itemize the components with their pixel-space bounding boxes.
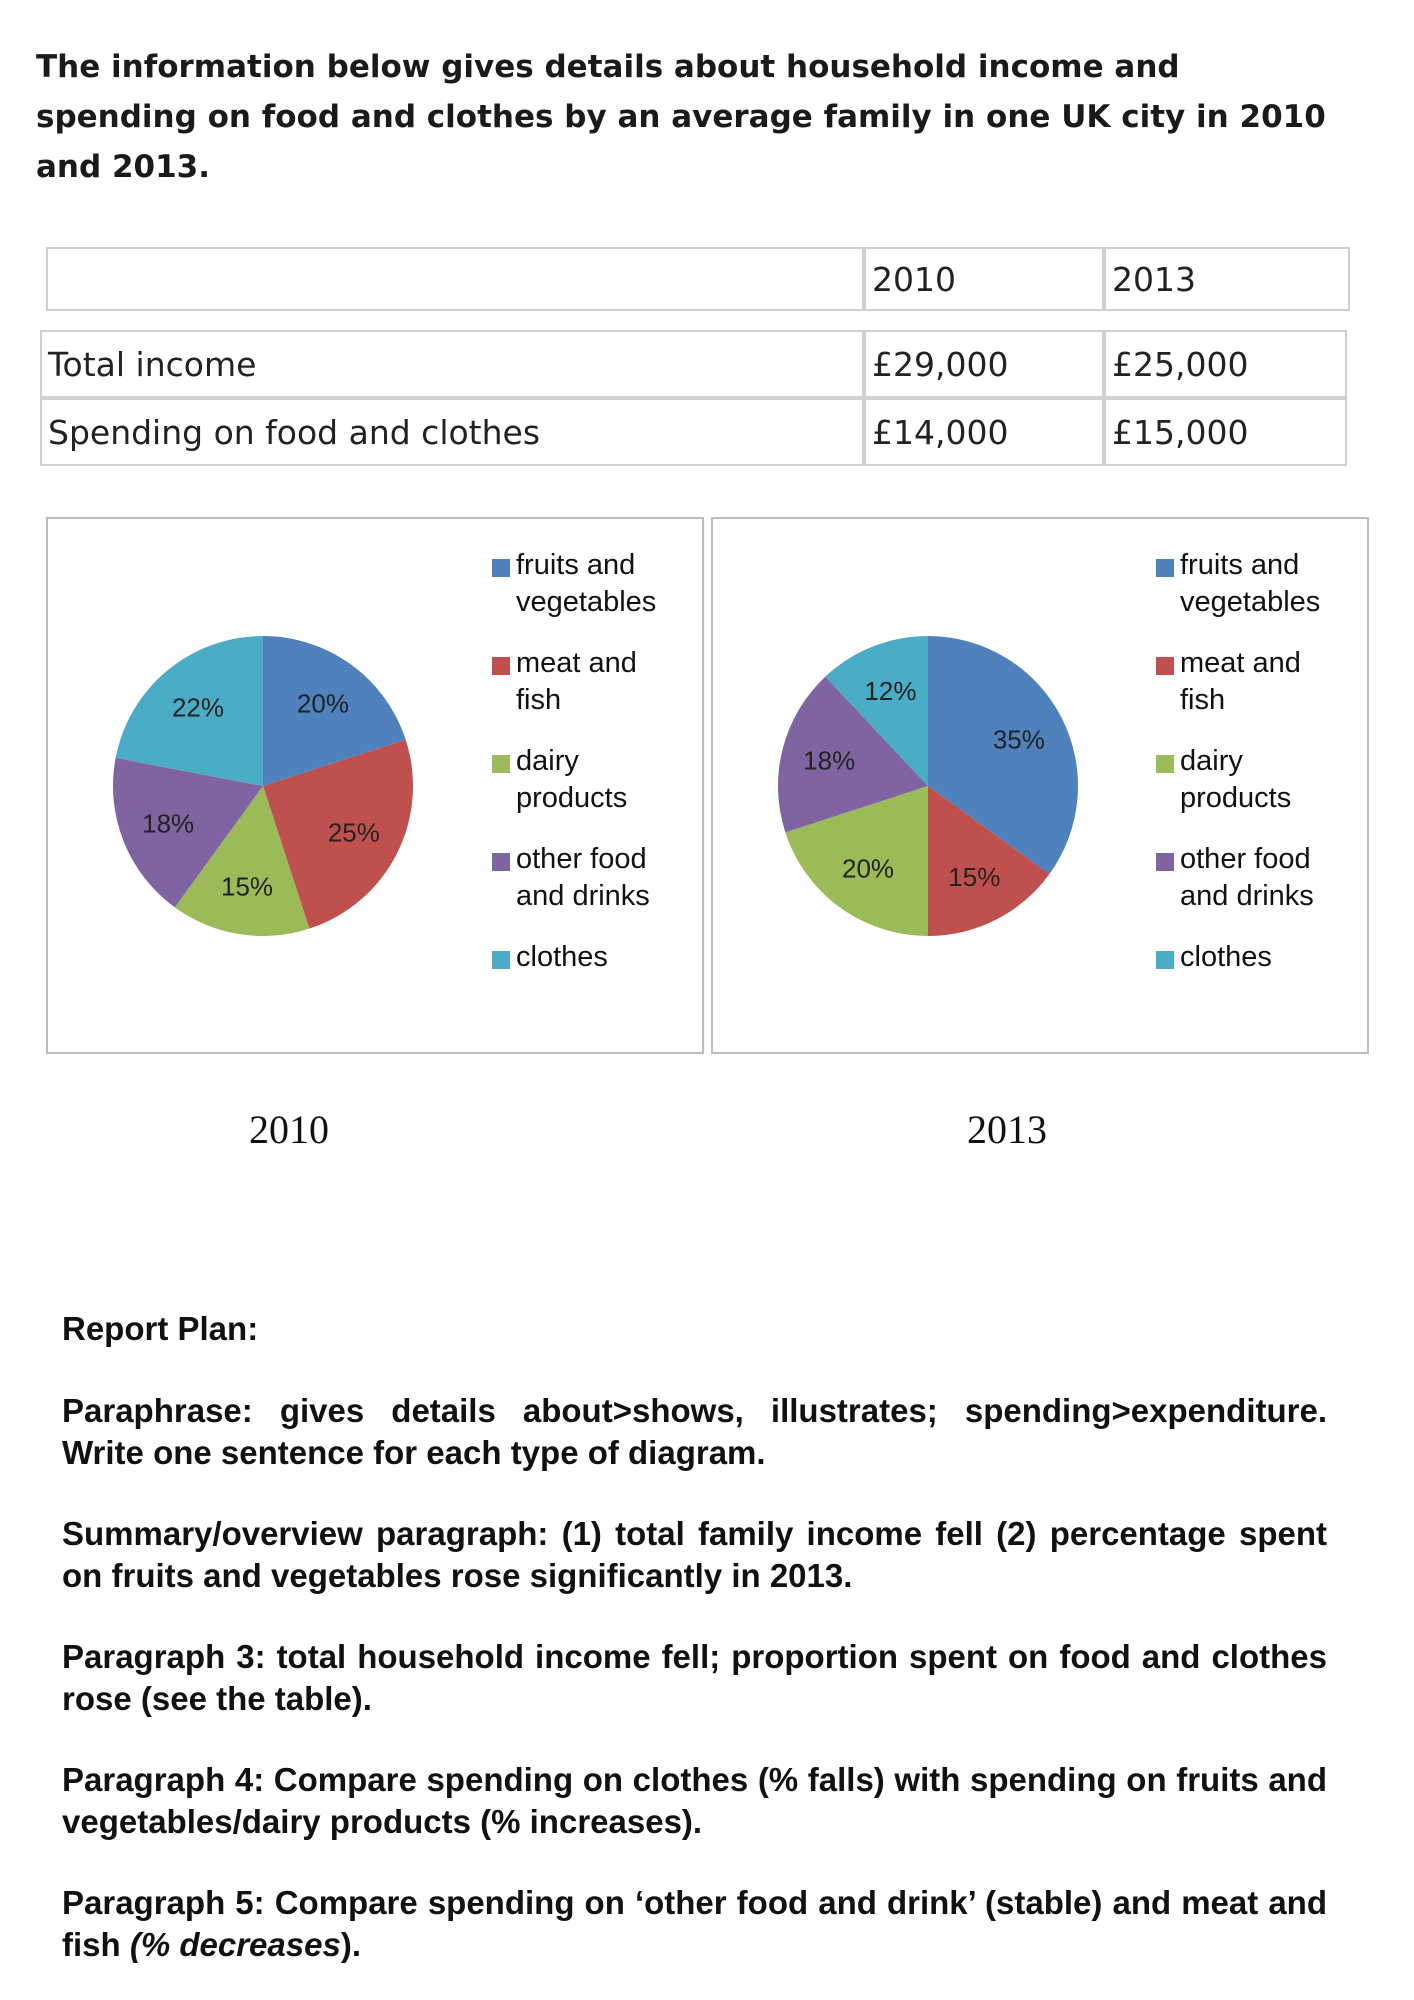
- legend-swatch-icon: [1156, 853, 1174, 871]
- data-label: 25%: [328, 817, 380, 847]
- chart-title-2013: 2013: [967, 1107, 1047, 1152]
- legend-label: meat and fish: [516, 647, 637, 716]
- legend-swatch-icon: [492, 853, 510, 871]
- pie-slice-clothes: [825, 636, 928, 786]
- data-label: 20%: [842, 854, 894, 884]
- chart-title-2010: 2010: [249, 1107, 329, 1152]
- legend-label: other food and drinks: [516, 843, 650, 912]
- legend-swatch-icon: [492, 951, 510, 969]
- legend-item: meat and fish: [1156, 645, 1320, 719]
- legend-item: dairy products: [1156, 743, 1320, 817]
- legend-item: clothes: [1156, 939, 1320, 976]
- pie-slice-meat-and-fish: [263, 739, 414, 929]
- legend-item: other food and drinks: [1156, 841, 1320, 915]
- legend-label: clothes: [516, 941, 608, 973]
- pie-svg-2010: 20% 25% 15% 18% 22%: [113, 636, 414, 936]
- paragraph-3: Paragraph 3: total household income fell…: [62, 1638, 1327, 1717]
- legend-item: dairy products: [492, 743, 656, 817]
- legend-swatch-icon: [492, 755, 510, 773]
- legend-item: fruits and vegetables: [492, 547, 656, 621]
- data-label: 12%: [864, 676, 916, 706]
- table-row-label: Spending on food and clothes: [40, 398, 864, 466]
- table-cell: £14,000: [864, 398, 1104, 466]
- paragraph-paraphrase: Paraphrase: gives details about>shows, i…: [62, 1392, 1327, 1471]
- legend-label: clothes: [1180, 941, 1272, 973]
- pie-chart-2013: 35% 15% 20% 18% 12% fruits and vegetables mea…: [711, 517, 1369, 1054]
- pie-svg-2013: 35% 15% 20% 18% 12%: [778, 636, 1078, 936]
- legend-2010: fruits and vegetables meat and fish dairy …: [492, 547, 656, 1000]
- table-cell: £25,000: [1104, 330, 1347, 398]
- paragraph-5: Paragraph 5: Compare spending on ‘other …: [62, 1882, 1327, 1966]
- table-header-2013: 2013: [1104, 247, 1350, 311]
- legend-swatch-icon: [492, 559, 510, 577]
- pie-slice-clothes: [115, 636, 263, 786]
- table-header-empty: [46, 247, 864, 311]
- legend-label: fruits and vegetables: [516, 549, 657, 618]
- legend-swatch-icon: [1156, 951, 1174, 969]
- legend-swatch-icon: [1156, 755, 1174, 773]
- pie-chart-2010: 20% 25% 15% 18% 22% fruits and vegetables mea…: [46, 517, 704, 1054]
- legend-swatch-icon: [492, 657, 510, 675]
- data-label: 35%: [993, 725, 1045, 755]
- legend-swatch-icon: [1156, 657, 1174, 675]
- paragraph-5-end: ).: [340, 1926, 361, 1963]
- legend-swatch-icon: [1156, 559, 1174, 577]
- page-title: The information below gives details abou…: [36, 49, 1326, 185]
- paragraph-summary: Summary/overview paragraph: (1) total fa…: [62, 1515, 1327, 1594]
- pie-slice-other-food-and-drinks: [113, 757, 263, 908]
- legend-label: dairy products: [516, 745, 628, 814]
- table-cell: £29,000: [864, 330, 1104, 398]
- data-label: 15%: [948, 862, 1000, 892]
- report-heading: Report Plan:: [62, 1310, 259, 1347]
- paragraph-5-text: Paragraph 5: Compare spending on ‘other …: [62, 1884, 1327, 1963]
- paragraph-5-italic: (% decreases: [129, 1926, 341, 1963]
- data-label: 20%: [297, 688, 349, 718]
- pie-slice-dairy-products: [174, 786, 310, 936]
- pie-slice-other-food-and-drinks: [778, 676, 928, 833]
- pie-slice-fruits-and-vegetables: [263, 636, 406, 786]
- data-label: 18%: [803, 746, 855, 776]
- pie-slice-fruits-and-vegetables: [928, 636, 1078, 875]
- pie-slice-dairy-products: [785, 786, 928, 936]
- legend-label: fruits and vegetables: [1180, 549, 1321, 618]
- legend-item: other food and drinks: [492, 841, 656, 915]
- legend-item: fruits and vegetables: [1156, 547, 1320, 621]
- table-cell: £15,000: [1104, 398, 1347, 466]
- report-plan: Report Plan: Paraphrase: gives details a…: [62, 1308, 1327, 2000]
- legend-item: meat and fish: [492, 645, 656, 719]
- data-label: 15%: [221, 872, 273, 902]
- data-label: 18%: [142, 809, 194, 839]
- legend-item: clothes: [492, 939, 656, 976]
- table-row-label: Total income: [40, 330, 864, 398]
- legend-label: dairy products: [1180, 745, 1292, 814]
- data-label: 22%: [172, 692, 224, 722]
- pie-slice-meat-and-fish: [928, 786, 1050, 936]
- legend-label: other food and drinks: [1180, 843, 1314, 912]
- paragraph-4: Paragraph 4: Compare spending on clothes…: [62, 1761, 1327, 1840]
- legend-label: meat and fish: [1180, 647, 1301, 716]
- legend-2013: fruits and vegetables meat and fish dairy …: [1156, 547, 1320, 1000]
- table-header-2010: 2010: [864, 247, 1104, 311]
